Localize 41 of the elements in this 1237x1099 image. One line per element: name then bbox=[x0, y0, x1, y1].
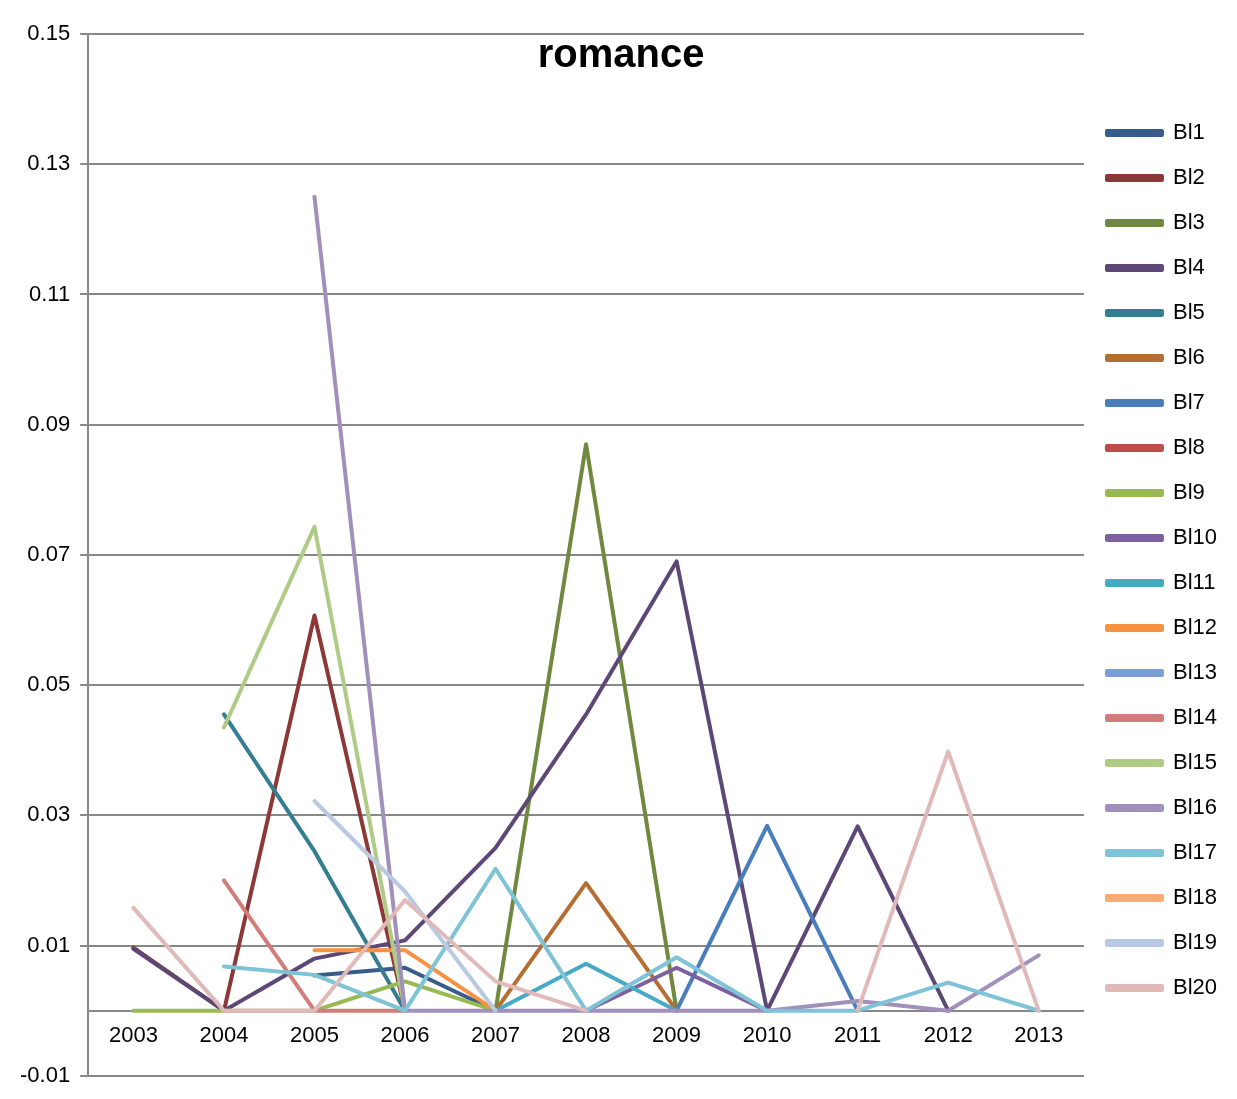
legend-label: Bl10 bbox=[1172, 524, 1218, 550]
y-tick-label: 0.09 bbox=[27, 410, 71, 436]
legend-label: Bl20 bbox=[1172, 974, 1218, 1000]
y-tick-label: 0.03 bbox=[27, 801, 71, 827]
legend-label: Bl17 bbox=[1172, 839, 1218, 865]
x-tick-label: 2012 bbox=[923, 1021, 973, 1047]
y-tick-label: 0.05 bbox=[27, 671, 71, 697]
chart-title: romance bbox=[537, 31, 705, 76]
x-tick-label: 2006 bbox=[380, 1021, 430, 1047]
legend-label: Bl3 bbox=[1172, 209, 1205, 235]
legend-label: Bl14 bbox=[1172, 704, 1218, 730]
x-tick-label: 2009 bbox=[652, 1021, 702, 1047]
legend-label: Bl11 bbox=[1172, 569, 1216, 595]
legend-label: Bl13 bbox=[1172, 659, 1218, 685]
legend-label: Bl1 bbox=[1172, 119, 1205, 145]
legend-label: Bl5 bbox=[1172, 299, 1205, 325]
legend-label: Bl12 bbox=[1172, 614, 1218, 640]
legend-label: Bl19 bbox=[1172, 929, 1218, 955]
y-tick-label: 0.11 bbox=[28, 280, 71, 306]
y-tick-label: 0.01 bbox=[27, 931, 71, 957]
y-tick-label: 0.15 bbox=[27, 20, 71, 46]
legend-label: Bl7 bbox=[1172, 389, 1205, 415]
x-tick-label: 2004 bbox=[199, 1021, 249, 1047]
legend-label: Bl15 bbox=[1172, 749, 1218, 775]
x-tick-label: 2007 bbox=[471, 1021, 520, 1047]
legend-label: Bl16 bbox=[1172, 794, 1218, 820]
y-tick-label: 0.07 bbox=[27, 540, 71, 566]
y-tick-label: -0.01 bbox=[19, 1061, 71, 1087]
legend-label: Bl18 bbox=[1172, 884, 1218, 910]
y-tick-label: 0.13 bbox=[27, 150, 71, 176]
x-tick-label: 2005 bbox=[289, 1021, 339, 1047]
legend-label: Bl2 bbox=[1172, 164, 1205, 190]
x-tick-label: 2010 bbox=[742, 1021, 792, 1047]
legend-label: Bl9 bbox=[1172, 479, 1205, 505]
x-tick-label: 2013 bbox=[1014, 1021, 1064, 1047]
x-tick-label: 2011 bbox=[833, 1021, 882, 1047]
legend-label: Bl4 bbox=[1172, 254, 1205, 280]
x-tick-label: 2008 bbox=[561, 1021, 611, 1047]
x-tick-label: 2003 bbox=[108, 1021, 158, 1047]
legend-label: Bl8 bbox=[1172, 434, 1205, 460]
legend-label: Bl6 bbox=[1172, 344, 1205, 370]
